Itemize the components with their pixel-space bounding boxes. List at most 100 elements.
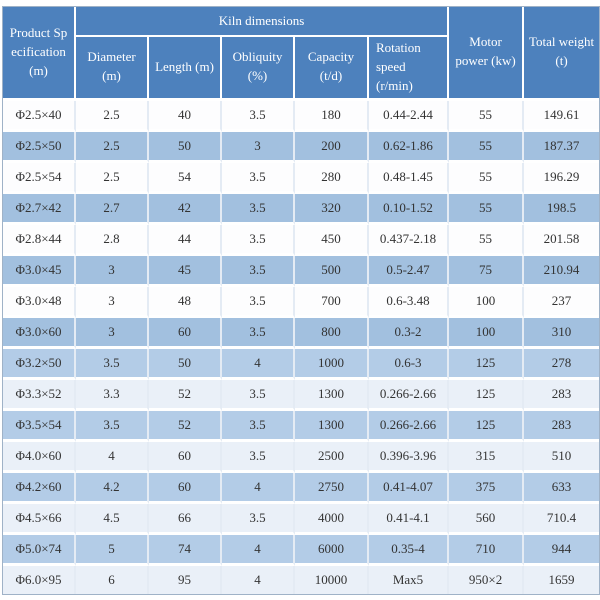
- cell-spec: Φ3.2×50: [3, 348, 76, 380]
- cell-capacity: 1300: [295, 410, 369, 442]
- cell-length: 50: [149, 131, 222, 163]
- table-row: Φ2.5×50 2.5 50 3 200 0.62-1.86 55 187.37: [3, 131, 600, 163]
- cell-total-weight: 149.61: [524, 101, 600, 132]
- cell-obliquity: 3.5: [222, 224, 295, 256]
- table-row: Φ5.0×74 5 74 4 6000 0.35-4 710 944: [3, 534, 600, 566]
- header-length: Length (m): [149, 37, 222, 101]
- cell-total-weight: 237: [524, 287, 600, 318]
- cell-obliquity: 4: [222, 565, 295, 594]
- cell-length: 40: [149, 100, 222, 132]
- cell-length: 60: [149, 441, 222, 473]
- cell-spec: Φ3.0×60: [3, 317, 76, 349]
- cell-motor-power: 125: [449, 410, 525, 442]
- cell-obliquity: 3.5: [222, 441, 295, 473]
- cell-diameter: 3.5: [76, 348, 149, 380]
- cell-total-weight: 1659: [548, 571, 575, 587]
- cell-obliquity: 3.5: [222, 162, 295, 194]
- cell-motor-power: 315: [449, 441, 525, 473]
- cell-obliquity: 4: [222, 534, 295, 566]
- cell-obliquity: 3.5: [222, 317, 295, 349]
- cell-diameter: 2.5: [76, 162, 149, 194]
- cell-length: 48: [149, 286, 222, 318]
- cell-capacity: 280: [295, 162, 369, 194]
- cell-spec: Φ3.3×52: [3, 379, 76, 411]
- table-row: Φ3.0×60 3 60 3.5 800 0.3-2 100 310: [3, 317, 600, 349]
- cell-total-weight: 510: [524, 442, 600, 473]
- table-row: Φ2.5×40 2.5 40 3.5 180 0.44-2.44 55 149.61: [3, 100, 600, 132]
- cell-rotation-speed: 0.48-1.45: [369, 162, 450, 194]
- cell-total-weight: 210.94: [524, 256, 600, 287]
- cell-spec: Φ2.7×42: [3, 193, 76, 225]
- table-row: Φ4.5×66 4.5 66 3.5 4000 0.41-4.1 560 710.4: [3, 503, 600, 535]
- cell-motor-power: 55: [449, 224, 525, 256]
- cell-capacity: 4000: [295, 503, 369, 535]
- table-header: Product Specification (m) Kiln dimension…: [3, 7, 600, 101]
- cell-obliquity: 3.5: [222, 286, 295, 318]
- header-product-specification: Product Specification (m): [3, 7, 76, 101]
- cell-spec: Φ5.0×74: [3, 534, 76, 566]
- table-row: Φ3.5×54 3.5 52 3.5 1300 0.266-2.66 125 283: [3, 410, 600, 442]
- cell-diameter: 4.2: [76, 472, 149, 504]
- cell-total-weight: 196.29: [524, 163, 600, 194]
- header-total-weight: Total weight (t): [524, 7, 600, 101]
- cell-spec: Φ4.2×60: [3, 472, 76, 504]
- header-motor-power: Motor power (kw): [449, 7, 525, 101]
- header-obliquity: Obliquity (%): [222, 37, 295, 101]
- header-group-row: Product Specification (m) Kiln dimension…: [3, 7, 600, 101]
- cell-obliquity: 4: [222, 348, 295, 380]
- cell-obliquity: 3.5: [222, 100, 295, 132]
- table-row: Φ3.2×50 3.5 50 4 1000 0.6-3 125 278: [3, 348, 600, 380]
- table-row: Φ6.0×95 6 95 4 10000 Max5 950×2 1659: [3, 565, 600, 594]
- cell-capacity: 200: [295, 131, 369, 163]
- cell-capacity: 2500: [295, 441, 369, 473]
- table-row: Φ2.7×42 2.7 42 3.5 320 0.10-1.52 55 198.5: [3, 193, 600, 225]
- header-diameter: Diameter (m): [76, 37, 149, 101]
- cell-rotation-speed: 0.10-1.52: [369, 193, 450, 225]
- cell-obliquity: 3.5: [222, 379, 295, 411]
- table-row: Φ2.8×44 2.8 44 3.5 450 0.437-2.18 55 201.58: [3, 224, 600, 256]
- cell-spec: Φ4.5×66: [3, 503, 76, 535]
- cell-length: 45: [149, 255, 222, 287]
- cell-diameter: 3.3: [76, 379, 149, 411]
- table-row: Φ3.0×48 3 48 3.5 700 0.6-3.48 100 237: [3, 286, 600, 318]
- cell-length: 60: [149, 472, 222, 504]
- cell-capacity: 500: [295, 255, 369, 287]
- kiln-spec-table: Product Specification (m) Kiln dimension…: [2, 6, 600, 595]
- cell-capacity: 450: [295, 224, 369, 256]
- table-row: Φ3.0×45 3 45 3.5 500 0.5-2.47 75 210.94: [3, 255, 600, 287]
- cell-rotation-speed: 0.396-3.96: [369, 441, 450, 473]
- cell-diameter: 4.5: [76, 503, 149, 535]
- cell-diameter: 2.5: [76, 131, 149, 163]
- cell-obliquity: 3.5: [222, 503, 295, 535]
- cell-motor-power: 100: [449, 317, 525, 349]
- cell-diameter: 2.8: [76, 224, 149, 256]
- table-row: Φ3.3×52 3.3 52 3.5 1300 0.266-2.66 125 283: [3, 379, 600, 411]
- cell-rotation-speed: 0.6-3.48: [369, 286, 450, 318]
- cell-capacity: 800: [295, 317, 369, 349]
- cell-capacity: 700: [295, 286, 369, 318]
- cell-motor-power: 950×2: [449, 565, 525, 594]
- cell-rotation-speed: 0.3-2: [369, 317, 450, 349]
- cell-diameter: 6: [76, 565, 149, 594]
- cell-capacity: 6000: [295, 534, 369, 566]
- cell-total-weight: 283: [524, 411, 600, 442]
- header-kiln-dimensions-group: Kiln dimensions: [76, 7, 450, 37]
- cell-capacity: 2750: [295, 472, 369, 504]
- cell-motor-power: 55: [449, 131, 525, 163]
- cell-spec: Φ3.5×54: [3, 410, 76, 442]
- cell-rotation-speed: 0.437-2.18: [369, 224, 450, 256]
- cell-motor-power: 710: [449, 534, 525, 566]
- cell-length: 44: [149, 224, 222, 256]
- table-body: Φ2.5×40 2.5 40 3.5 180 0.44-2.44 55 149.61 Φ2.5×…: [3, 100, 600, 594]
- cell-spec: Φ2.5×40: [3, 100, 76, 132]
- cell-length: 54: [149, 162, 222, 194]
- cell-length: 66: [149, 503, 222, 535]
- cell-diameter: 3: [76, 286, 149, 318]
- spec-table: Product Specification (m) Kiln dimension…: [3, 7, 600, 594]
- table-row: Φ2.5×54 2.5 54 3.5 280 0.48-1.45 55 196.29: [3, 162, 600, 194]
- cell-motor-power: 100: [449, 286, 525, 318]
- cell-capacity: 320: [295, 193, 369, 225]
- cell-rotation-speed: 0.5-2.47: [369, 255, 450, 287]
- cell-motor-power: 55: [449, 100, 525, 132]
- cell-total-weight: 633: [524, 473, 600, 504]
